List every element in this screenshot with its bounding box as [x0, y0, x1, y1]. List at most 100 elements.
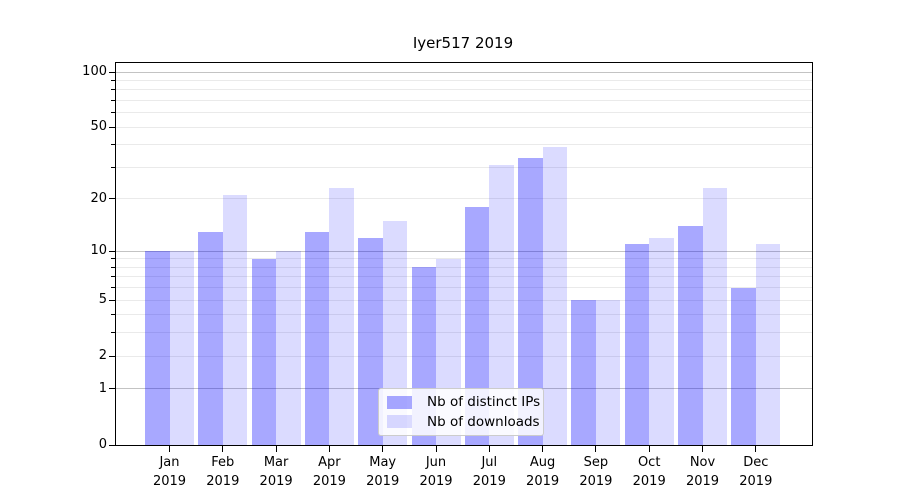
legend-item-distinct-ips: Nb of distinct IPs [387, 394, 540, 410]
bar-jan-downloads [169, 251, 194, 445]
bar-apr-downloads [329, 188, 354, 445]
gridline-5 [116, 299, 812, 301]
gridline-70 [116, 100, 812, 102]
y-minor-tick-30 [111, 167, 115, 168]
legend-item-downloads: Nb of downloads [387, 414, 540, 430]
y-minor-tick-70 [111, 100, 115, 102]
gridline-7 [116, 276, 812, 278]
x-tick-year: 2019 [206, 474, 240, 489]
x-tick-label-may: May 2019 [352, 453, 414, 491]
x-tick-label-dec: Dec 2019 [725, 453, 787, 491]
bar-mar-ips [251, 258, 277, 445]
y-minor-tick-80 [111, 89, 115, 91]
x-tick-apr [328, 446, 330, 452]
bar-oct-downloads [649, 237, 674, 445]
gridline-60 [116, 112, 812, 114]
y-tick-20 [109, 198, 115, 200]
x-tick-year: 2019 [152, 474, 187, 489]
x-tick-feb [222, 446, 224, 452]
x-tick-month: Dec [743, 455, 769, 470]
y-tick-label-2: 2 [98, 348, 107, 364]
x-tick-label-oct: Oct 2019 [618, 453, 680, 491]
gridline-40 [116, 144, 812, 146]
bar-sep-downloads [595, 300, 621, 445]
bar-nov-downloads [702, 188, 727, 445]
x-tick-year: 2019 [739, 474, 773, 489]
x-tick-sep [595, 446, 597, 452]
x-tick-label-jan: Jan 2019 [139, 453, 201, 491]
y-minor-tick-90 [111, 79, 115, 81]
x-tick-month: Jan [159, 455, 180, 470]
x-tick-jul [488, 446, 490, 452]
bar-feb-downloads [222, 195, 248, 445]
bar-jan-ips [145, 251, 170, 445]
x-tick-label-jul: Jul 2019 [458, 453, 520, 491]
gridline-8 [116, 266, 812, 268]
x-tick-mar [275, 446, 277, 452]
gridline-30 [116, 167, 812, 168]
y-tick-2 [109, 355, 115, 357]
gridline-9 [116, 258, 812, 260]
legend: Nb of distinct IPs Nb of downloads [378, 388, 544, 436]
bar-dec-downloads [755, 244, 781, 445]
chart-title: Iyer517 2019 [412, 34, 514, 52]
x-tick-year: 2019 [632, 474, 666, 489]
bar-oct-ips [624, 244, 650, 445]
x-tick-oct [648, 446, 650, 452]
x-tick-month: Nov [689, 455, 716, 470]
gridline-10 [116, 250, 812, 252]
gridline-3 [116, 332, 812, 334]
gridline-100 [116, 71, 812, 73]
x-tick-year: 2019 [366, 474, 400, 489]
gridline-6 [116, 287, 812, 289]
x-tick-year: 2019 [259, 474, 293, 489]
y-minor-tick-40 [111, 144, 115, 146]
gridline-80 [116, 89, 812, 91]
y-minor-tick-4 [111, 314, 115, 316]
x-tick-month: May [369, 455, 397, 470]
x-tick-label-feb: Feb 2019 [192, 453, 254, 491]
x-tick-label-nov: Nov 2019 [672, 453, 734, 491]
y-minor-tick-8 [111, 266, 115, 268]
x-tick-label-aug: Aug 2019 [512, 453, 574, 491]
x-tick-month: Sep [583, 455, 609, 470]
y-tick-50 [109, 126, 115, 128]
x-tick-month: Jul [481, 455, 498, 470]
y-minor-tick-6 [111, 287, 115, 289]
y-tick-1 [109, 388, 115, 390]
legend-swatch-downloads [387, 415, 412, 429]
x-tick-month: Feb [211, 455, 235, 470]
x-tick-jun [435, 446, 437, 452]
x-tick-label-apr: Apr 2019 [298, 453, 360, 491]
legend-label-distinct-ips: Nb of distinct IPs [427, 394, 541, 411]
x-tick-jan [169, 446, 170, 452]
y-tick-0 [109, 444, 115, 446]
bar-sep-ips [571, 300, 596, 445]
x-tick-year: 2019 [579, 474, 613, 489]
x-tick-year: 2019 [419, 474, 453, 489]
x-tick-dec [755, 446, 757, 452]
x-tick-label-jun: Jun 2019 [405, 453, 467, 491]
x-tick-label-mar: Mar 2019 [245, 453, 307, 491]
bar-mar-downloads [276, 251, 301, 445]
legend-swatch-distinct-ips [387, 395, 412, 409]
bar-nov-ips [678, 226, 703, 445]
gridline-50 [116, 126, 812, 128]
x-tick-aug [542, 446, 544, 452]
gridline-90 [116, 79, 812, 81]
y-minor-tick-60 [111, 112, 115, 114]
x-tick-month: Aug [529, 455, 556, 470]
y-tick-5 [109, 299, 115, 301]
y-tick-label-10: 10 [90, 243, 107, 259]
bar-apr-ips [304, 231, 330, 445]
gridline-20 [116, 198, 812, 200]
y-tick-label-0: 0 [98, 437, 107, 453]
x-tick-month: Mar [263, 455, 289, 470]
gridline-2 [116, 355, 812, 357]
x-tick-month: Apr [318, 455, 341, 470]
y-minor-tick-7 [111, 276, 115, 278]
y-tick-label-1: 1 [98, 381, 107, 397]
plot-area: 0 1 2 5 10 20 50 100 Jan 2019 Feb 2019 Mar 2019 Apr 20… [82, 62, 813, 489]
x-tick-year: 2019 [472, 474, 506, 489]
